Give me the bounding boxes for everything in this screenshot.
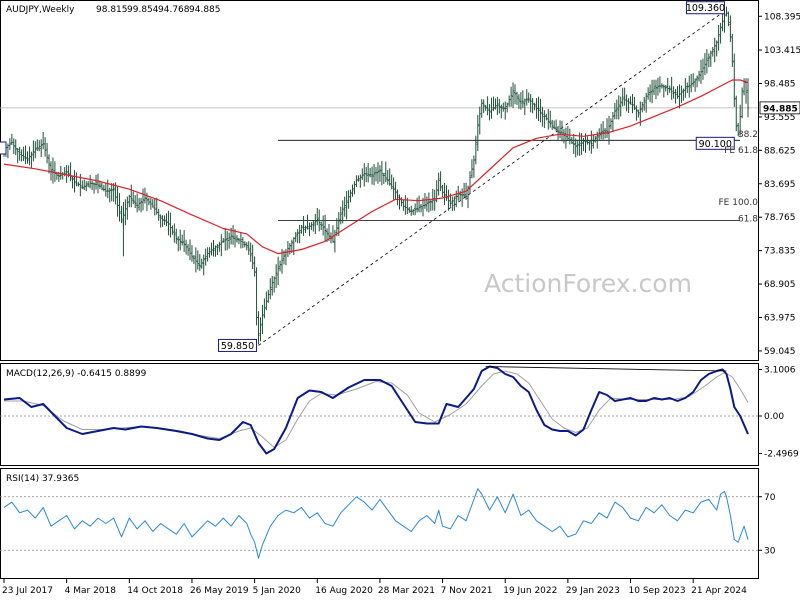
x-tick-label: 10 Sep 2023 [629, 586, 686, 596]
price-y-tick-label: 73.835 [764, 247, 796, 257]
current-price-box [759, 101, 800, 115]
fib-label: 38.2 [738, 130, 758, 140]
price-chart-title: AUDJPY,Weekly [6, 5, 75, 15]
price-y-tick-label: 68.905 [764, 280, 796, 290]
swing-label: 59.850 [221, 341, 254, 352]
price-layer: 109.360 59.850 90.100 38.2 FE 61.8 FE 100.0 61… [0, 1, 759, 352]
x-tick-label: 28 Mar 2021 [378, 586, 435, 596]
x-tick-label: 14 Oct 2018 [127, 586, 183, 596]
left-edge-box [0, 141, 7, 155]
x-tick-label: 23 Jul 2017 [2, 586, 53, 596]
x-tick-label: 16 Aug 2020 [315, 586, 373, 596]
fib-label: FE 100.0 [719, 198, 759, 208]
swing-box [685, 1, 725, 15]
x-tick-label: 26 May 2019 [190, 586, 249, 596]
macd-y-tick-label: -2.4969 [764, 449, 799, 459]
price-y-tick-label: 88.625 [764, 146, 796, 156]
x-tick-label: 5 Jan 2020 [253, 586, 301, 596]
macd-y-tick-label: 0.00 [764, 412, 784, 422]
swing-box [218, 338, 258, 352]
macd-title: MACD(12,26,9) -0.6415 0.8899 [6, 369, 147, 379]
fib-label: FE 61.8 [724, 146, 758, 156]
swing-label: 109.360 [686, 3, 725, 14]
ohlc-open: 98.815 [96, 5, 128, 15]
fib-label: 61.8 [738, 214, 758, 224]
x-tick-label: 7 Nov 2021 [441, 586, 493, 596]
watermark: ActionForex.com [484, 269, 692, 298]
price-y-tick-label: 78.765 [764, 213, 796, 223]
price-y-tick-label: 63.975 [764, 313, 796, 323]
current-price-label: 94.885 [763, 104, 798, 114]
macd-layer [0, 365, 758, 455]
price-y-tick-label: 98.485 [764, 79, 796, 89]
x-tick-label: 19 Jun 2022 [503, 586, 557, 596]
ohlc-low: 94.768 [158, 5, 190, 15]
rsi-y-tick-label: 70 [764, 493, 776, 503]
macd-panel-frame [0, 363, 759, 466]
rsi-panel-frame [0, 468, 759, 579]
macd-line [3, 365, 749, 455]
moving-average-line [3, 79, 749, 255]
price-y-tick-label: 93.555 [764, 113, 796, 123]
swing-box [695, 136, 735, 150]
axis-layer: 108.395 103.415 98.485 93.555 88.625 83.695 78… [2, 12, 800, 596]
swing-label: 90.100 [699, 139, 732, 150]
price-y-tick-label: 59.045 [764, 347, 796, 357]
rsi-layer [0, 488, 758, 559]
x-tick-label: 4 Mar 2018 [65, 586, 117, 596]
ohlc-close: 94.885 [189, 5, 221, 15]
rsi-line [3, 488, 749, 559]
x-tick-label: 29 Jan 2023 [566, 586, 620, 596]
ohlc-bars [2, 6, 750, 345]
price-y-tick-label: 108.395 [764, 12, 800, 22]
rsi-y-tick-label: 30 [764, 546, 776, 556]
price-y-tick-label: 103.415 [764, 46, 800, 56]
ohlc-high: 99.854 [127, 5, 159, 15]
macd-resistance-line [485, 366, 727, 372]
macd-signal-line [4, 370, 749, 448]
price-panel-frame [0, 0, 759, 361]
x-tick-label: 21 Apr 2024 [691, 586, 747, 596]
price-y-tick-label: 83.695 [764, 180, 796, 190]
macd-y-tick-label: 3.1006 [764, 365, 796, 375]
rsi-title: RSI(14) 37.9365 [6, 474, 79, 484]
